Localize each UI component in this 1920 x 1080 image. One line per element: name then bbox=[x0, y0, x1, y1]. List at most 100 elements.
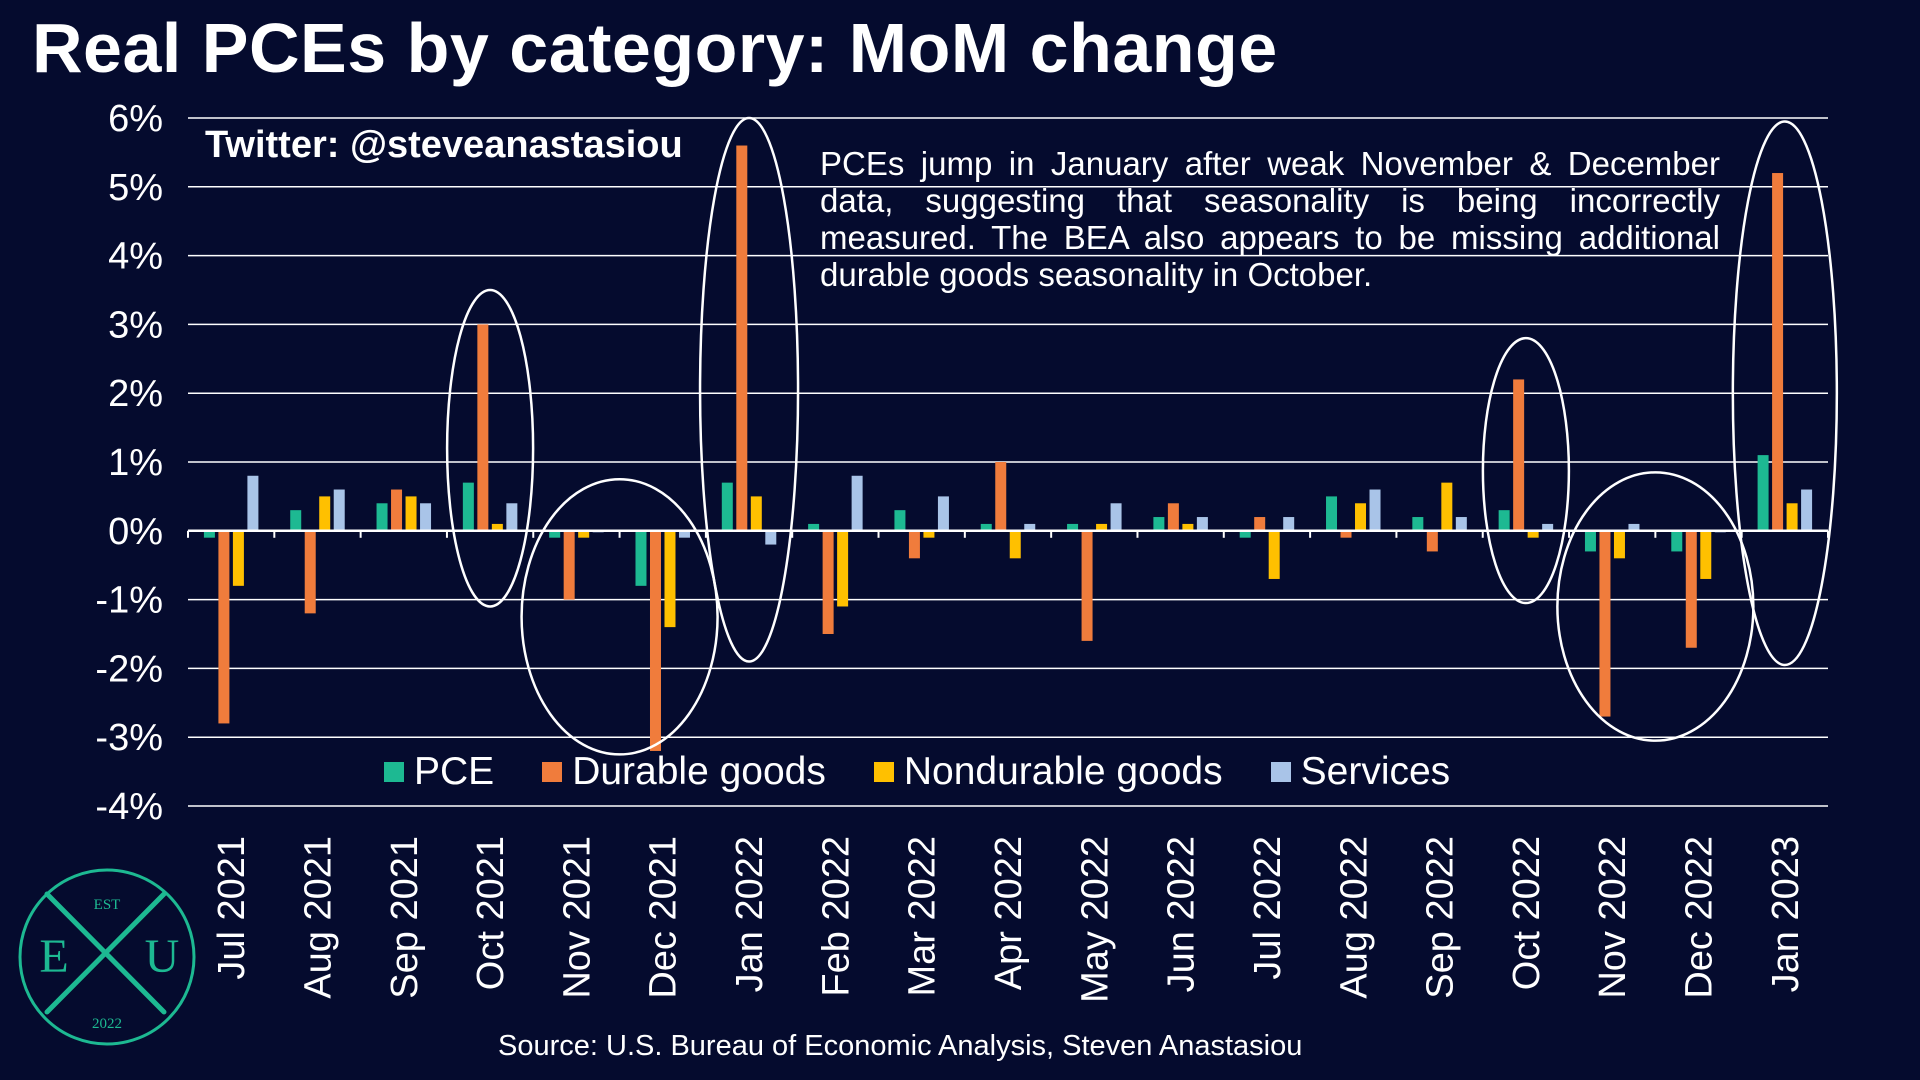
x-tick-label: Apr 2022 bbox=[988, 836, 1030, 990]
bar-services bbox=[937, 496, 949, 531]
legend-label-nondurable: Nondurable goods bbox=[903, 750, 1223, 793]
bar-nondurable-goods bbox=[1009, 530, 1021, 559]
bar-pce bbox=[721, 482, 733, 531]
legend-swatch-services bbox=[1270, 762, 1291, 782]
x-tick-label: Aug 2021 bbox=[297, 836, 339, 999]
bar-nondurable-goods bbox=[491, 523, 503, 531]
bar-nondurable-goods bbox=[405, 496, 417, 531]
bar-pce bbox=[203, 530, 215, 538]
y-tick-label: 0% bbox=[108, 511, 163, 553]
x-tick-label: Mar 2022 bbox=[902, 836, 944, 997]
bar-pce bbox=[462, 482, 474, 531]
bar-services bbox=[1196, 517, 1208, 531]
legend-label-services: Services bbox=[1300, 750, 1451, 793]
twitter-handle: Twitter: @steveanastasiou bbox=[205, 124, 683, 166]
x-tick-label: Jan 2023 bbox=[1765, 836, 1807, 992]
bar-nondurable-goods bbox=[232, 530, 244, 586]
bar-nondurable-goods bbox=[1268, 530, 1280, 579]
bar-nondurable-goods bbox=[1441, 482, 1453, 531]
x-tick-label: Dec 2021 bbox=[643, 836, 685, 999]
bar-durable-goods bbox=[908, 530, 920, 559]
bar-nondurable-goods bbox=[1096, 523, 1108, 531]
bar-services bbox=[506, 503, 518, 531]
bar-pce bbox=[290, 510, 302, 531]
bar-durable-goods bbox=[736, 145, 748, 531]
bar-services bbox=[1542, 523, 1554, 531]
bar-nondurable-goods bbox=[837, 530, 849, 607]
bars bbox=[203, 145, 1813, 751]
logo-e: E bbox=[39, 930, 68, 983]
highlight-ellipse bbox=[1556, 471, 1755, 742]
bar-nondurable-goods bbox=[1182, 523, 1194, 531]
bar-pce bbox=[376, 503, 388, 531]
x-tick-label: Sep 2022 bbox=[1420, 836, 1462, 999]
x-tick-label: Dec 2022 bbox=[1679, 836, 1721, 999]
bar-pce bbox=[894, 510, 906, 531]
bar-pce bbox=[1757, 455, 1769, 531]
bar-durable-goods bbox=[1426, 530, 1438, 552]
bar-nondurable-goods bbox=[1355, 503, 1367, 531]
bar-durable-goods bbox=[1081, 530, 1093, 641]
x-tick-label: May 2022 bbox=[1074, 836, 1116, 1003]
bar-durable-goods bbox=[995, 462, 1007, 531]
bar-durable-goods bbox=[1599, 530, 1611, 717]
bar-durable-goods bbox=[1513, 379, 1525, 531]
bar-services bbox=[247, 475, 259, 531]
bar-pce bbox=[980, 523, 992, 531]
x-tick-labels: Jul 2021 Aug 2021 Sep 2021 Oct 2021 Nov 2021… bbox=[211, 836, 1807, 1003]
highlight-ellipse bbox=[698, 116, 800, 663]
bar-services bbox=[1369, 489, 1381, 531]
bar-pce bbox=[549, 530, 561, 538]
x-tick-label: Jul 2022 bbox=[1247, 836, 1289, 980]
bar-durable-goods bbox=[477, 324, 489, 531]
y-tick-label: 1% bbox=[108, 442, 163, 484]
highlight-ellipse bbox=[520, 477, 719, 756]
bar-services bbox=[1024, 523, 1036, 531]
bar-services bbox=[1283, 517, 1295, 531]
x-tick-label: Aug 2022 bbox=[1333, 836, 1375, 999]
bar-durable-goods bbox=[649, 530, 661, 751]
bar-services bbox=[1455, 517, 1467, 531]
x-tick-label: Feb 2022 bbox=[815, 836, 857, 997]
legend-item-durable: Durable goods bbox=[542, 750, 826, 794]
bar-nondurable-goods bbox=[1527, 530, 1539, 538]
bar-nondurable-goods bbox=[664, 530, 676, 628]
bar-pce bbox=[1067, 523, 1079, 531]
legend-item-pce: PCE bbox=[384, 750, 494, 794]
bar-pce bbox=[635, 530, 647, 586]
highlight-ellipse bbox=[445, 288, 535, 608]
bar-services bbox=[1628, 523, 1640, 531]
bar-services bbox=[765, 530, 777, 545]
x-tick-label: Nov 2022 bbox=[1592, 836, 1634, 999]
x-tick-label: Jan 2022 bbox=[729, 836, 771, 992]
highlight-ellipse bbox=[1731, 120, 1839, 667]
bar-services bbox=[1110, 503, 1122, 531]
legend: PCE Durable goods Nondurable goods Servi… bbox=[384, 750, 1450, 794]
bar-pce bbox=[1412, 517, 1424, 531]
bar-pce bbox=[1239, 530, 1251, 538]
bar-durable-goods bbox=[1254, 517, 1266, 531]
y-tick-label: -2% bbox=[95, 648, 163, 690]
x-tick-label: Oct 2021 bbox=[470, 836, 512, 990]
bar-nondurable-goods bbox=[1613, 530, 1625, 559]
legend-item-services: Services bbox=[1270, 750, 1451, 794]
bar-durable-goods bbox=[822, 530, 834, 634]
bar-pce bbox=[1326, 496, 1338, 531]
legend-label-durable: Durable goods bbox=[572, 750, 826, 793]
highlight-ellipses bbox=[445, 116, 1839, 756]
bar-durable-goods bbox=[1340, 530, 1352, 538]
bar-services bbox=[678, 530, 690, 538]
chart-title: Real PCEs by category: MoM change bbox=[32, 9, 1278, 87]
source-note: Source: U.S. Bureau of Economic Analysis… bbox=[498, 1030, 1303, 1062]
bar-durable-goods bbox=[391, 489, 403, 531]
x-tick-label: Nov 2021 bbox=[556, 836, 598, 999]
logo-est: EST bbox=[94, 897, 121, 913]
legend-swatch-nondurable bbox=[873, 762, 894, 782]
y-tick-label: 2% bbox=[108, 373, 163, 415]
logo-cross-b bbox=[44, 891, 167, 1015]
bar-durable-goods bbox=[218, 530, 230, 724]
legend-swatch-durable bbox=[542, 762, 563, 782]
y-tick-label: 4% bbox=[108, 236, 163, 278]
bar-nondurable-goods bbox=[319, 496, 331, 531]
bar-nondurable-goods bbox=[923, 530, 935, 538]
